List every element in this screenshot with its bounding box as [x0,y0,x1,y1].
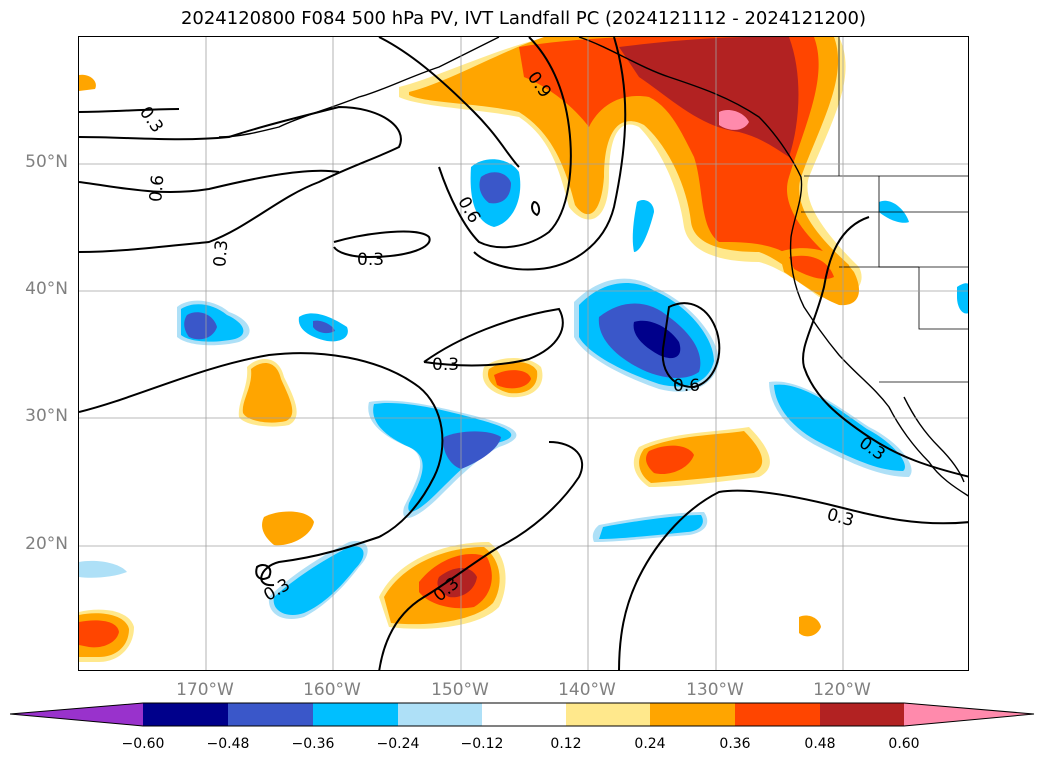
colorbar-tick: −0.36 [291,736,335,752]
border-states-4 [918,267,968,330]
map-panel: 0.3 0.6 0.3 0.3 0.9 0.6 0.3 0.6 0.3 0.3 … [78,36,969,671]
coastline-alaska [218,37,500,138]
colorbar-tick: −0.12 [460,736,504,752]
colorbar-tick: 0.36 [719,736,751,752]
colorbar-tick: −0.60 [121,736,165,752]
gridlines [79,37,968,670]
colorbar-tick: −0.48 [206,736,250,752]
lat-label-20n: 20°N [25,534,68,554]
contour-label: 0.3 [825,505,856,531]
pv-contour-small-a [531,200,541,217]
anomaly-west-b [262,511,314,546]
colorbar-bin [650,703,735,726]
colorbar-bin [735,703,820,726]
contour-label: 0.3 [432,355,459,375]
coastline-north-america [578,37,968,497]
pv-contour-0.6-east [661,302,721,389]
pv-contour-0.9 [378,37,520,168]
positive-anomaly-fills [79,37,862,662]
pv-contour-0.3-north [79,105,402,253]
contour-label: 0.6 [146,174,168,203]
colorbar-tick: 0.48 [804,736,836,752]
colorbar-bin [482,703,566,726]
pv-contour-0.3-south [618,489,968,670]
pv-contour-0.6-loop [473,37,627,271]
lat-label-40n: 40°N [25,279,68,299]
colorbar-under-arrow [10,703,143,726]
colorbar-bin [398,703,482,726]
pv-contour-0.6 [438,37,572,249]
lat-label-50n: 50°N [25,152,68,172]
colorbar-tick: −0.24 [376,736,420,752]
lat-label-30n: 30°N [25,406,68,426]
lon-label-120w: 120°W [813,680,871,700]
lon-label-160w: 160°W [303,680,361,700]
colorbar-tick: 0.24 [634,736,666,752]
colorbar [10,702,1035,727]
borders [801,37,968,383]
map-title: 2024120800 F084 500 hPa PV, IVT Landfall… [180,8,867,29]
colorbar-bin [228,703,313,726]
colorbar-tick: 0.60 [888,736,920,752]
colorbar-bin [313,703,398,726]
colorbar-bin [820,703,904,726]
anomaly-small-low [632,200,654,252]
colorbar-bin [566,703,650,726]
coastlines [218,37,968,497]
contour-label: 0.6 [673,376,700,396]
pv-contour-0.3-mid [333,230,431,259]
coastline-baja [903,396,965,483]
pv-contour-0.3-north2 [79,108,180,113]
pv-contour-0.6-west [79,169,340,193]
pv-contour-0.3-hawaii [378,441,584,670]
colorbar-over [904,703,1034,726]
pv-contour-0.3-mid2 [423,307,564,367]
pv-contour-small-b [255,564,272,580]
pv-contour-east-trough [802,216,968,478]
colorbar-bin [143,703,228,726]
colorbar-tick: 0.12 [550,736,582,752]
lon-label-150w: 150°W [431,680,489,700]
lon-label-130w: 130°W [686,680,744,700]
contour-label: 0.3 [135,103,167,137]
negative-anomaly-fills [79,159,968,619]
contour-label: 0.3 [357,250,384,270]
map-canvas: 0.3 0.6 0.3 0.3 0.9 0.6 0.3 0.6 0.3 0.3 … [79,37,968,670]
lon-label-170w: 170°W [176,680,234,700]
pv-contour-0.3-west [79,352,444,587]
contour-label: 0.3 [210,239,232,268]
pv-contours [79,37,968,670]
lon-label-140w: 140°W [558,680,616,700]
